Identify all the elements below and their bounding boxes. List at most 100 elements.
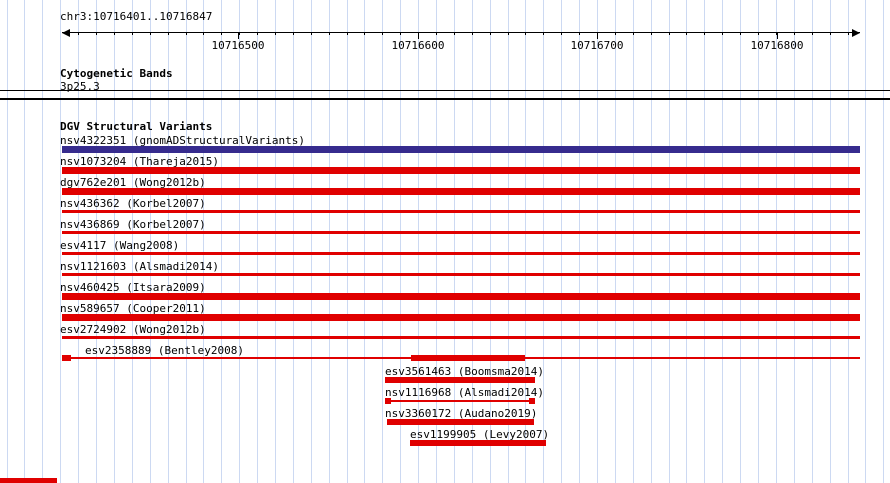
variant-label[interactable]: esv3561463 (Boomsma2014) [385,365,544,378]
grid-line [364,0,366,483]
partial-feature-bar[interactable] [0,478,57,483]
ruler-line [62,32,860,33]
variant-label[interactable]: esv2724902 (Wong2012b) [60,323,206,336]
ruler-minor-tick [364,32,366,35]
grid-line [865,0,867,483]
variant-label[interactable]: esv2358889 (Bentley2008) [85,344,244,357]
ruler-minor-tick [686,32,688,35]
ruler-minor-tick [829,32,831,35]
ruler-minor-tick [221,32,223,35]
variant-label[interactable]: nsv3360172 (Audano2019) [385,407,538,420]
grid-line [579,0,581,483]
grid-line [42,0,44,483]
ruler-right-arrow[interactable] [852,28,860,37]
cytoband-label[interactable]: 3p25.3 [60,80,100,93]
grid-line [96,0,97,483]
ruler-minor-tick [310,32,312,35]
grid-line [400,0,402,483]
grid-line [793,0,795,483]
region-title: chr3:10716401..10716847 [60,10,213,23]
grid-line [418,0,420,483]
ruler-minor-tick [203,32,205,35]
ruler-left-arrow[interactable] [62,28,70,37]
variant-bar[interactable] [62,314,860,321]
grid-line [203,0,205,483]
ruler-minor-tick [704,32,706,35]
grid-line [883,0,885,483]
grid-line [614,0,616,483]
ruler-minor-tick [471,32,473,35]
cytoband-box[interactable] [0,90,890,100]
variant-bar[interactable] [385,377,535,383]
grid-line [274,0,276,483]
variant-label[interactable]: dgv762e201 (Wong2012b) [60,176,206,189]
ruler-minor-tick [149,32,151,35]
dgv-header: DGV Structural Variants [60,120,213,133]
grid-line [686,0,688,483]
variant-label[interactable]: esv4117 (Wang2008) [60,239,180,252]
ruler-major-tick [597,32,598,39]
variant-bar[interactable] [385,400,535,402]
grid-line [436,0,437,483]
variant-label[interactable]: nsv460425 (Itsara2009) [60,281,206,294]
grid-line [775,0,777,483]
variant-label[interactable]: nsv436869 (Korbel2007) [60,218,206,231]
variant-label[interactable]: nsv436362 (Korbel2007) [60,197,206,210]
grid-line [722,0,724,483]
variant-bar[interactable] [62,146,860,153]
variant-label[interactable]: nsv1073204 (Thareja2015) [60,155,219,168]
grid-line [292,0,294,483]
variant-bar[interactable] [62,167,860,174]
variant-bar[interactable] [62,252,860,255]
variant-bar[interactable] [62,231,860,234]
ruler-tick-label: 10716700 [570,39,624,52]
variant-bar[interactable] [410,440,546,446]
ruler-minor-tick [185,32,187,35]
ruler-minor-tick [167,32,169,35]
variant-label[interactable]: nsv4322351 (gnomADStructuralVariants) [60,134,306,147]
variant-bar[interactable] [62,336,860,339]
variant-bar[interactable] [385,398,391,404]
ruler-minor-tick [758,32,759,35]
ruler-minor-tick [346,32,348,35]
grid-line [489,0,491,483]
variant-bar[interactable] [411,355,525,361]
variant-label[interactable]: nsv589657 (Cooper2011) [60,302,206,315]
variant-bar[interactable] [62,210,860,213]
grid-line [668,0,670,483]
variant-label[interactable]: esv1199905 (Levy2007) [410,428,550,441]
ruler-minor-tick [811,32,813,35]
grid-line [185,0,187,483]
variant-bar[interactable] [62,293,860,300]
ruler-minor-tick [274,32,276,35]
grid-line [60,0,62,483]
variant-bar[interactable] [62,355,71,361]
variant-bar[interactable] [529,398,535,404]
grid-line [167,0,169,483]
variant-bar[interactable] [62,188,860,195]
ruler-tick-label: 10716800 [750,39,804,52]
ruler-minor-tick [292,32,294,35]
grid-line [382,0,384,483]
grid-line [543,0,545,483]
ruler-tick-label: 10716600 [391,39,445,52]
grid-line [78,0,80,483]
grid-line [650,0,652,483]
variant-bar[interactable] [62,273,860,276]
grid-line [310,0,312,483]
grid-line [507,0,509,483]
cytogenetic-bands-header: Cytogenetic Bands [60,67,173,80]
ruler-major-tick [238,32,239,39]
ruler-minor-tick [543,32,545,35]
ruler-minor-tick [113,32,115,35]
ruler-minor-tick [579,32,581,35]
ruler-minor-tick [382,32,384,35]
grid-line [149,0,151,483]
grid-line [453,0,455,483]
grid-line [24,0,26,483]
variant-label[interactable]: nsv1121603 (Alsmadi2014) [60,260,219,273]
variant-label[interactable]: nsv1116968 (Alsmadi2014) [385,386,544,399]
variant-bar[interactable] [387,419,534,425]
ruler-minor-tick [436,32,437,35]
grid-line [131,0,133,483]
